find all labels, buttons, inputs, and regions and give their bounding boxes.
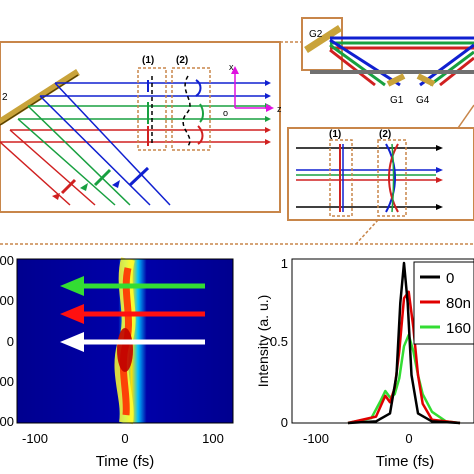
connector-middle [355,219,379,245]
region-2-box-small [377,139,407,217]
heatmap-y-tick-3: 000 [0,374,14,389]
grating-label-g2: G2 [309,29,323,40]
beam-green-diffracted [27,105,131,206]
region-1-label-small: (1) [329,129,341,140]
bottom-left-heatmap: 100 000 0 000 000 -100 0 100 Time (fs) [0,253,234,470]
axes-indicator: x o z [223,62,282,118]
series-line-80n [347,290,461,425]
lineplot-legend: 0 80n 160 [413,261,474,345]
lineplot-y-tick-0: 0 [281,415,288,430]
top-left-schematic: 2 (1) (2 [0,41,282,213]
heatmap-y-tick-2: 0 [7,334,14,349]
legend-label-0: 0 [446,270,454,287]
heatmap-y-tick-1: 000 [0,293,14,308]
lineplot-x-tick-1: 0 [405,431,412,446]
region-2-label: (2) [176,55,188,66]
middle-right-frame [287,127,474,221]
grating-label: 2 [2,92,8,103]
lineplot-y-axis-label: Intensity (a. u.) [255,295,271,388]
region-1-box [137,67,167,151]
lineplot-series [347,261,461,425]
bottom-right-lineplot: 1 0.5 0 Intensity (a. u.) -100 0 Time (f… [255,256,474,470]
lineplot-y-tick-1: 1 [281,256,288,271]
region-2-label-small: (2) [379,129,391,140]
beam-blue-diffracted [54,82,171,206]
heatmap-y-tick-0: 100 [0,253,14,268]
heatmap-x-tick-2: 100 [202,431,224,446]
series-line-0 [347,261,461,425]
top-right-compressor: G2 G1 G4 [301,17,474,129]
grating-label-g4: G4 [416,95,430,106]
lineplot-x-tick-0: -100 [303,431,329,446]
grating-g4 [416,73,436,87]
grating-g1 [386,73,406,87]
series-line-160 [347,333,461,425]
middle-right-wavefronts: (1) (2) [287,127,474,245]
heatmap-x-tick-1: 0 [121,431,128,446]
grating-g2 [0,69,80,125]
wavefront-blue [128,166,150,187]
top-left-frame [0,41,281,213]
connector-right [457,104,474,129]
region-1-box-small [329,139,353,217]
region-2-box [171,67,211,151]
heatmap-y-tick-4: 000 [0,414,14,429]
axis-x-label: x [229,62,234,72]
axis-o-label: o [223,108,228,118]
axis-z-label: z [277,104,282,114]
grating-label-g1: G1 [390,95,404,106]
wavefront-green [93,168,112,187]
beam-red-diffracted [9,129,96,206]
lineplot-y-tick-05: 0.5 [270,334,288,349]
legend-label-1: 80n [446,295,471,312]
heatmap-x-tick-0: -100 [22,431,48,446]
legend-label-2: 160 [446,320,471,337]
wavefront-red [60,178,77,195]
lineplot-x-axis-label: Time (fs) [376,453,435,470]
heatmap-x-axis-label: Time (fs) [96,453,155,470]
wavefront-curved-2 [182,75,191,147]
region-1-label: (1) [142,55,154,66]
grating-g2-small [304,25,342,53]
heatmap-frame [16,258,234,424]
